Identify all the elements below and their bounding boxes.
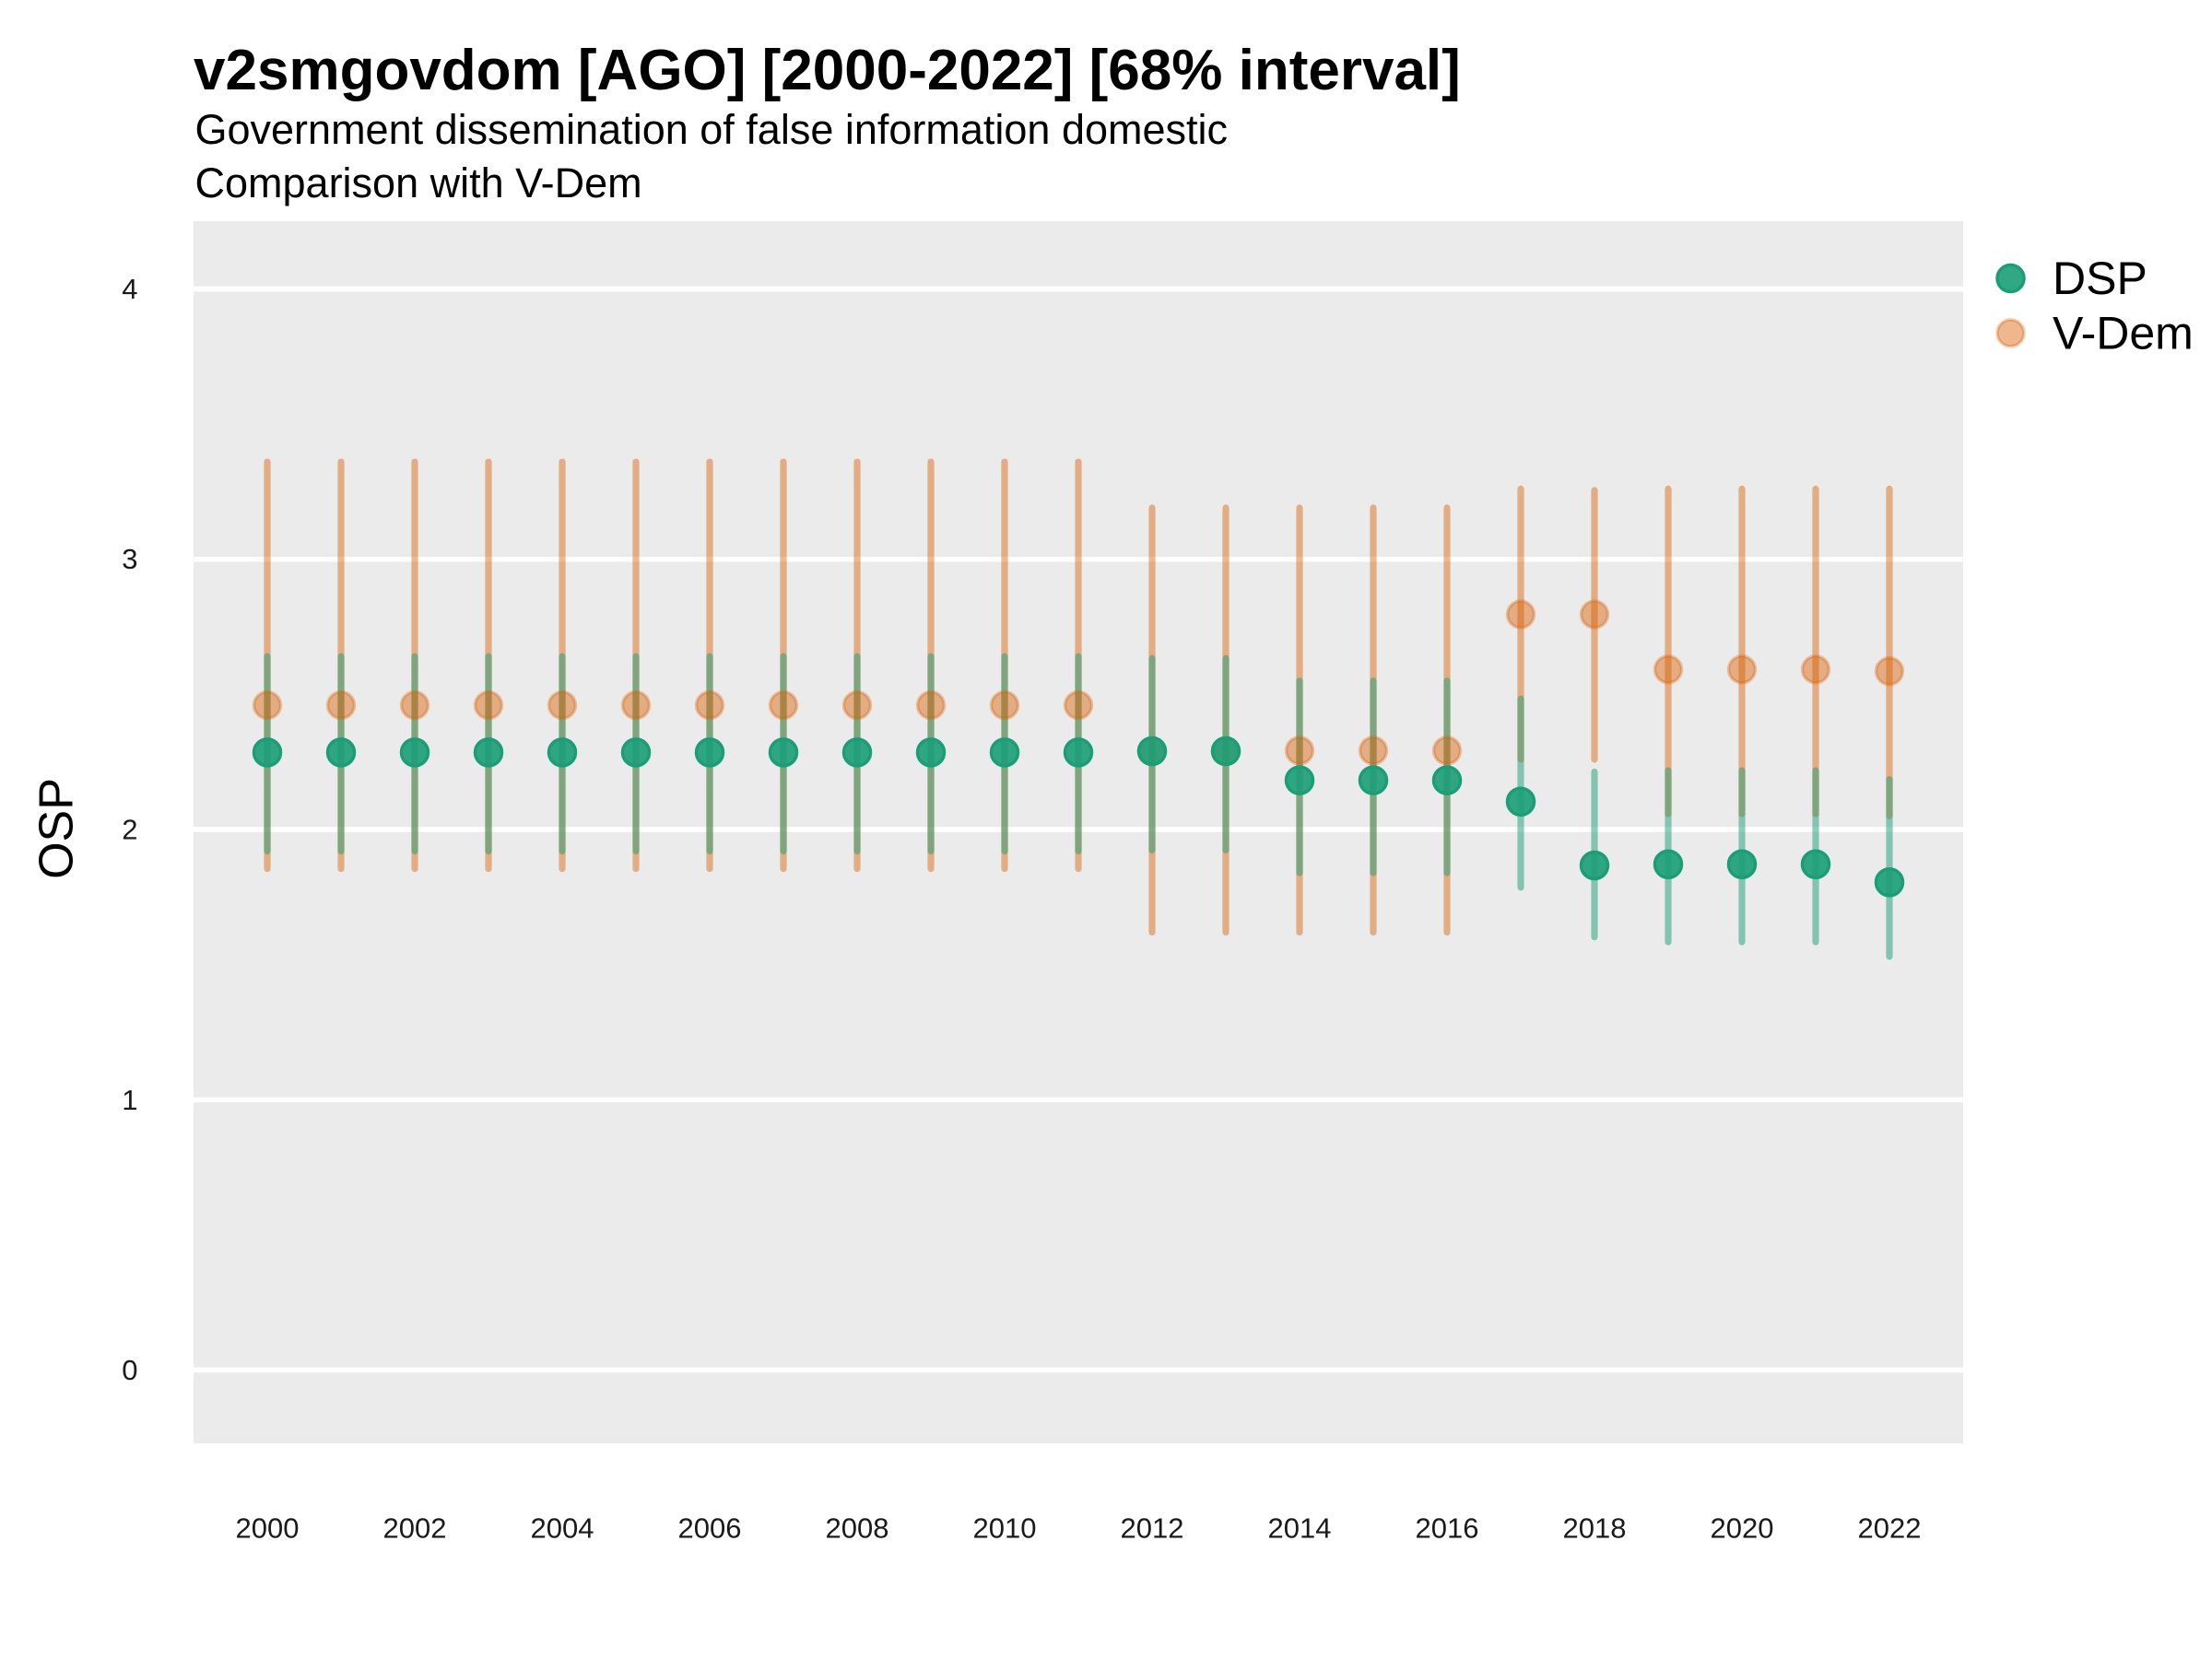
svg-text:V-Dem: V-Dem (2053, 308, 2194, 359)
svg-text:v2smgovdom [AGO] [2000-2022] [: v2smgovdom [AGO] [2000-2022] [68% interv… (194, 39, 1461, 102)
svg-text:2012: 2012 (1121, 1512, 1184, 1545)
svg-text:2004: 2004 (531, 1512, 594, 1545)
svg-text:2002: 2002 (383, 1512, 447, 1545)
svg-text:2006: 2006 (678, 1512, 742, 1545)
svg-text:DSP: DSP (2053, 253, 2147, 304)
svg-text:2014: 2014 (1268, 1512, 1332, 1545)
svg-text:Government dissemination of fa: Government dissemination of false inform… (195, 106, 1229, 153)
svg-text:1: 1 (122, 1084, 137, 1116)
svg-text:0: 0 (122, 1354, 137, 1386)
svg-text:2020: 2020 (1711, 1512, 1774, 1545)
svg-text:2016: 2016 (1416, 1512, 1479, 1545)
svg-text:3: 3 (122, 543, 137, 575)
svg-text:2: 2 (122, 814, 137, 846)
svg-text:2008: 2008 (826, 1512, 889, 1545)
svg-text:2000: 2000 (236, 1512, 300, 1545)
svg-text:2018: 2018 (1563, 1512, 1627, 1545)
svg-text:2022: 2022 (1858, 1512, 1922, 1545)
svg-text:4: 4 (122, 273, 137, 305)
svg-text:2010: 2010 (973, 1512, 1037, 1545)
svg-text:Comparison with V-Dem: Comparison with V-Dem (195, 159, 642, 206)
svg-text:OSP: OSP (30, 778, 84, 879)
